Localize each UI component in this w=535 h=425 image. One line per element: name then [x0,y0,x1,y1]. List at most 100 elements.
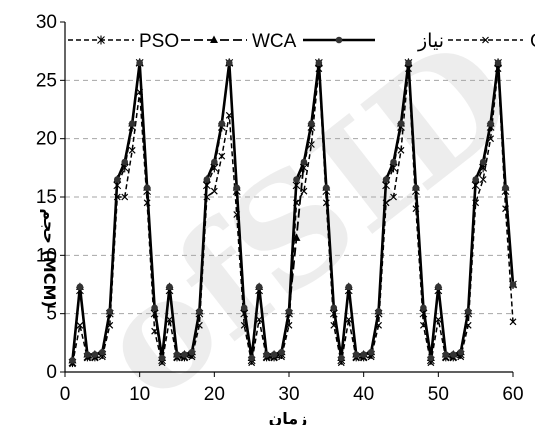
series-area [68,58,517,368]
data-point [420,304,427,312]
data-point [285,308,293,315]
data-point [390,193,397,201]
x-tick-label: 0 [60,384,71,405]
grid [65,79,513,315]
x-tick-label: 40 [353,384,374,405]
data-point [248,354,255,362]
data-point [494,59,502,67]
data-point [360,351,367,358]
legend-item-0: PSO [68,31,179,52]
data-point [472,176,479,183]
data-point [136,59,143,67]
data-point [502,184,509,191]
data-point [479,176,487,183]
data-point [106,308,114,315]
data-point [449,351,457,358]
legend-label: WCA [252,31,297,52]
data-point [300,158,308,166]
y-tick-label: 10 [36,245,57,266]
data-point [69,357,76,364]
tick-labels: 0 5 10 15 20 25 30 0 10 20 30 40 50 60 [36,12,524,405]
data-point [375,308,382,315]
data-point [270,351,278,358]
data-point [390,158,397,166]
x-tick-label: 30 [278,384,299,405]
axes [60,21,514,377]
y-tick-label: 5 [46,304,57,325]
data-point [225,59,233,67]
data-point [143,184,151,191]
watermark: ofSID [65,5,535,425]
data-point [397,146,405,154]
data-point [181,351,188,358]
legend-label: GA [530,31,535,52]
x-axis-label: زمان [269,409,308,425]
data-point [113,176,121,183]
y-axis-label: حجم (MCM) [40,208,59,307]
legend-marker [97,35,105,45]
data-point [337,354,345,362]
data-point [382,176,390,183]
data-point [128,120,136,127]
watermark-text: ofSID [65,5,535,425]
data-point [99,348,106,356]
y-tick-label: 0 [46,362,57,383]
data-point [263,351,270,358]
x-tick-label: 50 [428,384,449,405]
data-point [457,348,465,356]
data-point [397,120,405,127]
data-point [76,321,84,329]
data-point [292,233,301,241]
data-point [218,120,226,127]
legend-label: نیاز [417,31,444,52]
data-point [442,351,450,358]
data-point [166,283,173,291]
data-point [128,146,136,154]
data-point [173,351,181,358]
data-point [188,348,196,356]
legend-marker [482,36,489,44]
data-point [84,351,91,358]
data-point [151,304,158,312]
data-point [323,184,330,191]
legend-marker [210,35,218,43]
data-point [121,193,129,201]
data-point [412,184,420,191]
data-point [464,308,472,315]
x-tick-label: 20 [204,384,225,405]
data-point [293,176,300,183]
data-point [427,354,435,362]
data-point [345,283,353,291]
x-tick-label: 60 [502,384,523,405]
data-point [218,152,226,160]
legend: PSO WCA نیاز GA [68,31,535,52]
legend-marker [335,36,343,44]
data-point [330,304,338,312]
y-tick-label: 30 [36,12,57,33]
data-point [509,318,517,326]
data-point [121,158,129,166]
data-point [487,120,494,127]
data-point [509,281,517,288]
data-point [211,158,218,166]
legend-item-3: GA [448,31,535,52]
data-point [308,120,315,127]
data-point [91,351,99,358]
y-tick-label: 20 [36,129,57,150]
legend-item-1: WCA [181,31,297,52]
data-point [405,59,412,67]
data-point [367,348,375,356]
data-point [233,184,241,191]
data-point [278,348,285,356]
legend-item-2: نیاز [303,31,444,52]
data-point [210,187,218,195]
x-tick-label: 10 [129,384,150,405]
data-point [196,308,203,315]
data-point [352,351,360,358]
data-point [255,283,263,291]
y-tick-label: 25 [36,70,57,91]
data-point [479,158,487,166]
data-point [76,283,84,291]
data-point [240,304,248,312]
